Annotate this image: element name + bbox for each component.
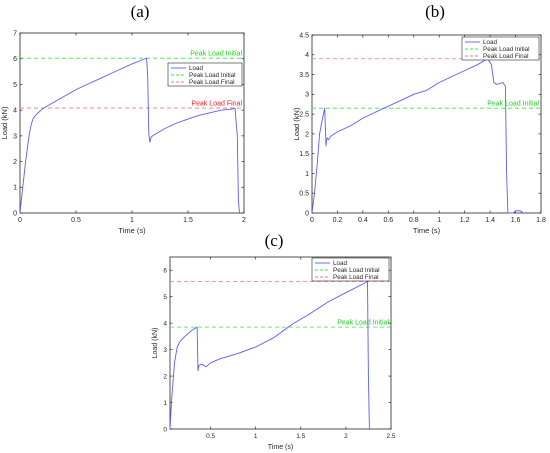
x-tick-label: 2 (344, 433, 348, 440)
y-tick-label: 7 (13, 30, 17, 37)
y-tick-label: 4 (163, 321, 167, 328)
y-tick-label: 3 (13, 133, 17, 140)
y-tick-label: 4 (13, 108, 17, 115)
legend-box (311, 257, 390, 282)
x-tick-label: 2.5 (386, 433, 395, 440)
x-tick-label: 1.5 (296, 433, 305, 440)
y-tick-label: 3 (163, 347, 167, 354)
y-tick-label: 5 (163, 294, 167, 301)
plot-area (19, 32, 245, 214)
legend-label: Peak Load Initial (333, 267, 380, 274)
chart-panel-b: (b) 0 0.2 0.4 0.6 0.8 1 1.2 1.4 1.6 1.8 0 0.5 1 1.5 2 2.… (292, 2, 546, 235)
y-tick-label: 0 (305, 210, 309, 217)
y-tick-label: 3 (305, 92, 309, 99)
x-tick-label: 1.2 (460, 217, 470, 224)
y-axis-label: Load (kN) (292, 107, 301, 140)
y-tick-label: 0 (163, 426, 167, 433)
panel-label: (b) (425, 2, 445, 21)
x-axis-label: Time (s) (268, 444, 293, 451)
y-tick-label: 5 (13, 82, 17, 89)
y-tick-label: 1.5 (299, 151, 309, 158)
x-tick-label: 0 (18, 217, 22, 224)
y-axis-label: Load (kN) (0, 106, 9, 139)
x-tick-label: 1.8 (536, 217, 546, 224)
y-tick-label: 0.5 (299, 191, 309, 198)
y-tick-label: 1 (13, 185, 17, 192)
y-tick-label: 2 (305, 131, 309, 138)
plot-area (311, 34, 542, 214)
x-tick-label: 1.6 (511, 217, 521, 224)
chart-panel-c: (c) 0.5 1 1.5 2 2.5 0 1 2 3 4 5 6 Time (s) Load (kN) Pe… (152, 231, 396, 451)
x-tick-label: 0.8 (409, 217, 419, 224)
legend-label: Peak Load Final (483, 53, 529, 60)
y-axis-label: Load (kN) (152, 328, 159, 359)
reference-line-label-initial: Peak Load Initial (337, 320, 389, 327)
series-line-load (311, 58, 524, 214)
y-tick-label: 4.5 (299, 32, 309, 39)
legend-label: Peak Load Final (333, 274, 379, 281)
x-tick-label: 0.5 (206, 433, 215, 440)
reference-line-label-initial: Peak Load Initial (487, 101, 539, 108)
y-tick-label: 6 (163, 268, 167, 275)
legend-label: Load (333, 260, 348, 267)
x-tick-label: 1.5 (183, 217, 193, 224)
chart-panel-a: (a) 0 0.5 1 1.5 2 0 1 2 3 4 5 6 7 Time (s) Load (kN) Pea… (0, 2, 246, 235)
legend-label: Peak Load Initial (189, 72, 236, 79)
legend-label: Peak Load Final (189, 79, 235, 86)
legend-label: Peak Load Initial (483, 46, 530, 53)
y-tick-label: 3.5 (299, 72, 309, 79)
x-tick-label: 1 (130, 217, 134, 224)
series-line-load (19, 57, 240, 214)
x-tick-label: 0 (310, 217, 314, 224)
series-line-load (169, 280, 370, 430)
x-tick-label: 2 (242, 217, 246, 224)
legend-label: Load (189, 65, 204, 72)
y-tick-label: 6 (13, 56, 17, 63)
y-tick-label: 0 (13, 210, 17, 217)
y-tick-label: 2.5 (299, 112, 309, 119)
x-tick-label: 1 (254, 433, 258, 440)
x-tick-label: 1.4 (485, 217, 495, 224)
x-tick-label: 0.5 (71, 217, 81, 224)
reference-line-label-initial: Peak Load Initial (190, 51, 242, 58)
y-tick-label: 1 (305, 171, 309, 178)
y-tick-label: 4 (305, 52, 309, 59)
x-tick-label: 0.6 (383, 217, 393, 224)
legend-label: Load (483, 39, 498, 46)
y-tick-label: 2 (13, 159, 17, 166)
x-axis-label: Time (s) (118, 226, 146, 235)
y-tick-label: 1 (163, 400, 167, 407)
x-axis-label: Time (s) (413, 226, 441, 235)
panel-label: (a) (131, 2, 150, 21)
plot-area (169, 256, 392, 430)
y-tick-label: 2 (163, 373, 167, 380)
x-tick-label: 0.2 (333, 217, 343, 224)
legend-box (167, 62, 243, 87)
x-tick-label: 1 (437, 217, 441, 224)
reference-line-label-final: Peak Load Final (191, 101, 242, 108)
panel-label: (c) (265, 231, 284, 250)
x-tick-label: 0.4 (358, 217, 368, 224)
legend-box (461, 36, 540, 61)
